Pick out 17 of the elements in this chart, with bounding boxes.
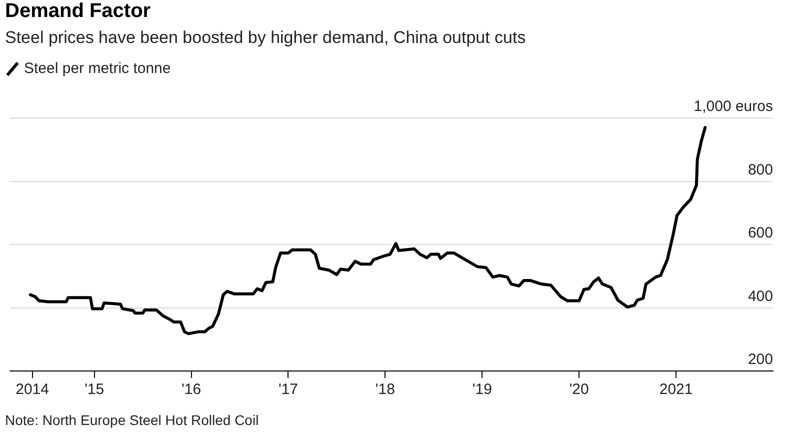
x-tick-label: 2021 (659, 381, 693, 398)
text: Note: North Europe Steel Hot Rolled Coil (5, 412, 259, 428)
y-tick-label: 200 (748, 351, 773, 368)
x-tick-label: '17 (278, 381, 298, 398)
chart-subtitle: Steel prices have been boosted by higher demand, China output cuts (5, 28, 526, 48)
x-tick-label: '20 (569, 381, 589, 398)
x-tick-label: '19 (472, 381, 492, 398)
y-tick-label: 800 (748, 161, 773, 178)
y-tick-label: 600 (748, 224, 773, 242)
y-tick-label: 400 (748, 288, 773, 305)
x-tick-label: '15 (84, 381, 104, 398)
x-tick-label: 2014 (16, 381, 49, 398)
y-tick-label: 1,000 euros (694, 98, 773, 116)
x-tick-label: '16 (182, 381, 202, 398)
x-tick-label: '18 (375, 381, 395, 398)
chart-title: Demand Factor (5, 0, 151, 23)
legend-label: Steel per metric tonne (24, 60, 171, 77)
